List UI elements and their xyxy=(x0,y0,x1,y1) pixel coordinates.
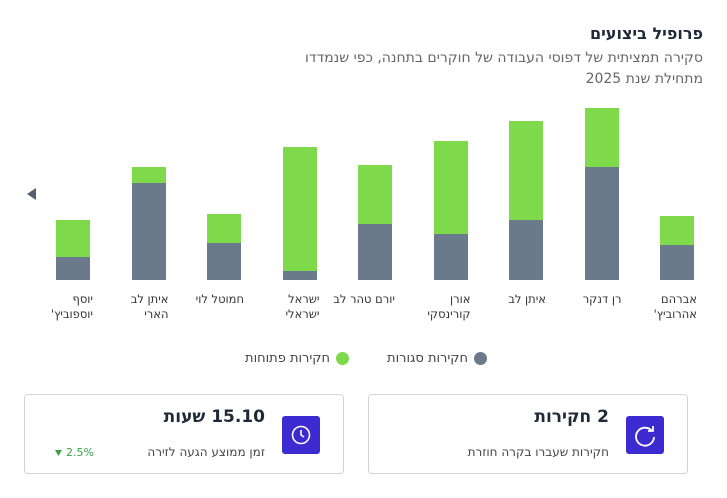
scroll-arrow[interactable] xyxy=(26,187,38,201)
bar xyxy=(509,220,543,280)
card: 15.10 שעות זמן ממוצע הגעה לזירה 2.5% xyxy=(24,394,344,474)
card-value: 2 חקירות xyxy=(534,407,609,427)
bar xyxy=(131,183,166,280)
x-tick-label: רן דנקר xyxy=(582,292,622,306)
card-label: חקירות שעברו בקרה חוזרת xyxy=(467,445,609,459)
legend-label: חקירות פתוחות xyxy=(245,351,330,366)
x-tick-label: איתן לב הארי xyxy=(130,292,169,321)
card: 2 חקירות חקירות שעברו בקרה חוזרת xyxy=(368,394,688,474)
x-tick-label: ישראל ישראלי xyxy=(285,292,320,321)
x-tick-label: איתן לב xyxy=(508,292,546,306)
bar xyxy=(584,167,619,280)
legend-label: חקירות סגורות xyxy=(387,351,468,366)
down-arrow xyxy=(55,449,62,456)
bar xyxy=(584,108,619,167)
bar xyxy=(660,216,694,245)
x-tick-label: יורם טהר לב xyxy=(333,292,395,306)
bar xyxy=(56,220,90,257)
bar xyxy=(282,147,317,271)
legend-swatch xyxy=(474,352,487,365)
bar xyxy=(56,257,90,280)
card-value: 15.10 שעות xyxy=(163,407,265,427)
bar xyxy=(282,271,317,280)
chart-subtitle: סקירה תמציתית של דפוסי העבודה של חוקרים … xyxy=(305,50,703,87)
x-tick-label: חמוטל לוי xyxy=(195,292,244,306)
legend-item: חקירות פתוחות xyxy=(245,351,349,366)
legend-item: חקירות סגורות xyxy=(387,351,487,366)
bar xyxy=(358,165,392,224)
bar xyxy=(207,214,241,243)
icon[interactable] xyxy=(282,416,320,454)
x-tick-label: אורן קורינסקי xyxy=(427,292,471,321)
change-value: 2.5% xyxy=(66,446,94,459)
icon[interactable] xyxy=(626,416,664,454)
chart-title: פרופיל ביצועים xyxy=(589,24,703,43)
bar xyxy=(509,121,543,220)
bar xyxy=(131,167,166,183)
x-tick-label: יוסף יוספוביץ' xyxy=(50,292,93,321)
card-label: זמן ממוצע הגעה לזירה xyxy=(147,445,265,459)
bar xyxy=(660,245,694,280)
x-tick-label: אברהם אהרוביץ' xyxy=(653,292,697,321)
bar xyxy=(358,224,392,280)
bar xyxy=(433,234,468,280)
bar xyxy=(433,141,468,234)
card-change: 2.5% xyxy=(55,446,94,459)
plot: אברהם אהרוביץ' רן דנקר איתן לב אורן קורינסק… xyxy=(50,108,697,321)
legend-swatch xyxy=(336,352,349,365)
bar xyxy=(207,243,241,280)
